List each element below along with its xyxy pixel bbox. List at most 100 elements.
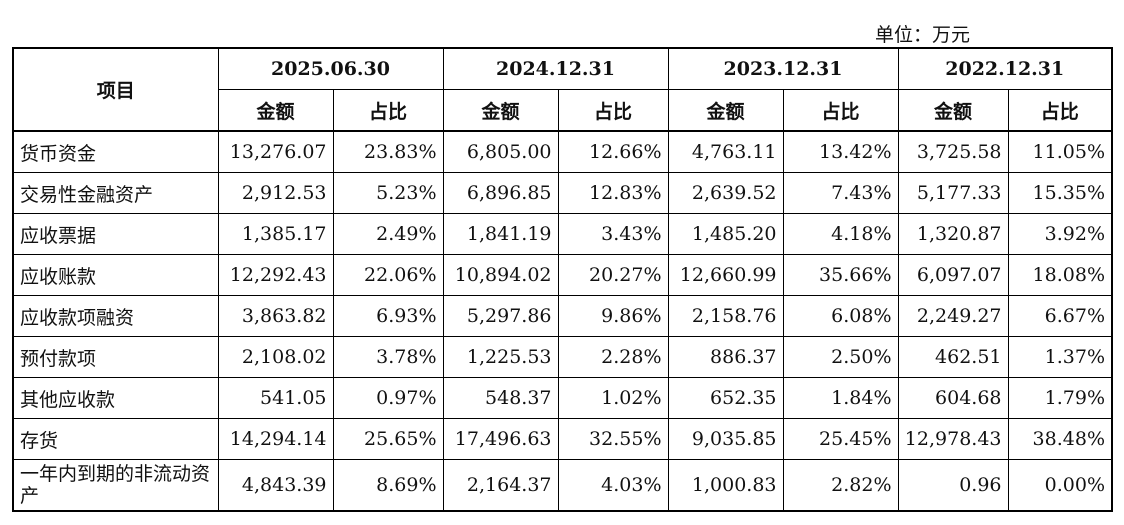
table-row: 存货 14,294.14 25.65% 17,496.63 32.55% 9,0… [12, 418, 1113, 460]
period-header: 2024.12.31 [442, 47, 669, 90]
amount-cell: 1,841.19 [442, 213, 559, 255]
amount-cell: 9,035.85 [667, 418, 784, 460]
row-label: 货币资金 [12, 130, 219, 173]
ratio-subheader: 占比 [1007, 89, 1113, 132]
ratio-cell: 25.65% [332, 418, 444, 460]
amount-cell: 652.35 [667, 377, 784, 419]
amount-cell: 5,297.86 [442, 295, 559, 337]
ratio-cell: 1.79% [1007, 377, 1113, 419]
ratio-cell: 7.43% [782, 172, 899, 214]
amount-subheader: 金额 [667, 89, 784, 132]
ratio-cell: 0.97% [332, 377, 444, 419]
unit-label: 单位：万元 [875, 24, 971, 46]
ratio-cell: 1.02% [557, 377, 669, 419]
amount-cell: 2,249.27 [897, 295, 1009, 337]
ratio-cell: 2.82% [782, 459, 899, 512]
ratio-subheader: 占比 [332, 89, 444, 132]
ratio-cell: 2.49% [332, 213, 444, 255]
ratio-cell: 4.03% [557, 459, 669, 512]
ratio-cell: 3.43% [557, 213, 669, 255]
ratio-cell: 3.78% [332, 336, 444, 378]
ratio-cell: 35.66% [782, 254, 899, 296]
amount-cell: 14,294.14 [217, 418, 334, 460]
table-row: 交易性金融资产 2,912.53 5.23% 6,896.85 12.83% 2… [12, 172, 1113, 214]
amount-cell: 541.05 [217, 377, 334, 419]
amount-subheader: 金额 [897, 89, 1009, 132]
period-header: 2022.12.31 [897, 47, 1113, 90]
row-label: 应收账款 [12, 254, 219, 296]
row-label: 预付款项 [12, 336, 219, 378]
ratio-cell: 5.23% [332, 172, 444, 214]
ratio-cell: 38.48% [1007, 418, 1113, 460]
table-row: 预付款项 2,108.02 3.78% 1,225.53 2.28% 886.3… [12, 336, 1113, 378]
ratio-cell: 2.50% [782, 336, 899, 378]
ratio-cell: 18.08% [1007, 254, 1113, 296]
table-row: 一年内到期的非流动资产 4,843.39 8.69% 2,164.37 4.03… [12, 459, 1113, 512]
ratio-cell: 8.69% [332, 459, 444, 512]
ratio-cell: 11.05% [1007, 130, 1113, 173]
amount-cell: 2,158.76 [667, 295, 784, 337]
amount-cell: 462.51 [897, 336, 1009, 378]
ratio-cell: 4.18% [782, 213, 899, 255]
amount-cell: 1,485.20 [667, 213, 784, 255]
amount-cell: 548.37 [442, 377, 559, 419]
ratio-cell: 9.86% [557, 295, 669, 337]
amount-cell: 0.96 [897, 459, 1009, 512]
table-row: 货币资金 13,276.07 23.83% 6,805.00 12.66% 4,… [12, 130, 1113, 173]
amount-cell: 1,000.83 [667, 459, 784, 512]
row-label: 应收票据 [12, 213, 219, 255]
ratio-cell: 3.92% [1007, 213, 1113, 255]
ratio-cell: 23.83% [332, 130, 444, 173]
amount-cell: 2,912.53 [217, 172, 334, 214]
row-label: 交易性金融资产 [12, 172, 219, 214]
ratio-subheader: 占比 [782, 89, 899, 132]
row-label: 应收款项融资 [12, 295, 219, 337]
ratio-cell: 6.93% [332, 295, 444, 337]
ratio-cell: 22.06% [332, 254, 444, 296]
amount-subheader: 金额 [442, 89, 559, 132]
asset-structure-table: 项目 2025.06.30 2024.12.31 2023.12.31 2022… [12, 47, 1113, 512]
amount-cell: 13,276.07 [217, 130, 334, 173]
table-row: 应收款项融资 3,863.82 6.93% 5,297.86 9.86% 2,1… [12, 295, 1113, 337]
amount-cell: 3,725.58 [897, 130, 1009, 173]
amount-cell: 604.68 [897, 377, 1009, 419]
ratio-cell: 0.00% [1007, 459, 1113, 512]
amount-cell: 6,805.00 [442, 130, 559, 173]
row-label: 一年内到期的非流动资产 [12, 459, 219, 512]
amount-cell: 17,496.63 [442, 418, 559, 460]
amount-cell: 10,894.02 [442, 254, 559, 296]
ratio-cell: 32.55% [557, 418, 669, 460]
amount-cell: 12,978.43 [897, 418, 1009, 460]
row-label: 存货 [12, 418, 219, 460]
ratio-cell: 15.35% [1007, 172, 1113, 214]
item-column-header: 项目 [12, 47, 219, 132]
amount-cell: 5,177.33 [897, 172, 1009, 214]
ratio-cell: 20.27% [557, 254, 669, 296]
ratio-subheader: 占比 [557, 89, 669, 132]
amount-cell: 12,292.43 [217, 254, 334, 296]
ratio-cell: 6.67% [1007, 295, 1113, 337]
ratio-cell: 13.42% [782, 130, 899, 173]
ratio-cell: 1.37% [1007, 336, 1113, 378]
amount-cell: 4,843.39 [217, 459, 334, 512]
amount-cell: 2,639.52 [667, 172, 784, 214]
amount-cell: 886.37 [667, 336, 784, 378]
amount-cell: 2,164.37 [442, 459, 559, 512]
amount-cell: 12,660.99 [667, 254, 784, 296]
amount-cell: 6,896.85 [442, 172, 559, 214]
period-header: 2023.12.31 [667, 47, 899, 90]
period-header: 2025.06.30 [217, 47, 444, 90]
amount-subheader: 金额 [217, 89, 334, 132]
row-label: 其他应收款 [12, 377, 219, 419]
amount-cell: 1,385.17 [217, 213, 334, 255]
table-row: 应收账款 12,292.43 22.06% 10,894.02 20.27% 1… [12, 254, 1113, 296]
ratio-cell: 2.28% [557, 336, 669, 378]
amount-cell: 2,108.02 [217, 336, 334, 378]
amount-cell: 1,225.53 [442, 336, 559, 378]
amount-cell: 6,097.07 [897, 254, 1009, 296]
amount-cell: 1,320.87 [897, 213, 1009, 255]
table-row: 应收票据 1,385.17 2.49% 1,841.19 3.43% 1,485… [12, 213, 1113, 255]
ratio-cell: 12.66% [557, 130, 669, 173]
ratio-cell: 6.08% [782, 295, 899, 337]
ratio-cell: 12.83% [557, 172, 669, 214]
